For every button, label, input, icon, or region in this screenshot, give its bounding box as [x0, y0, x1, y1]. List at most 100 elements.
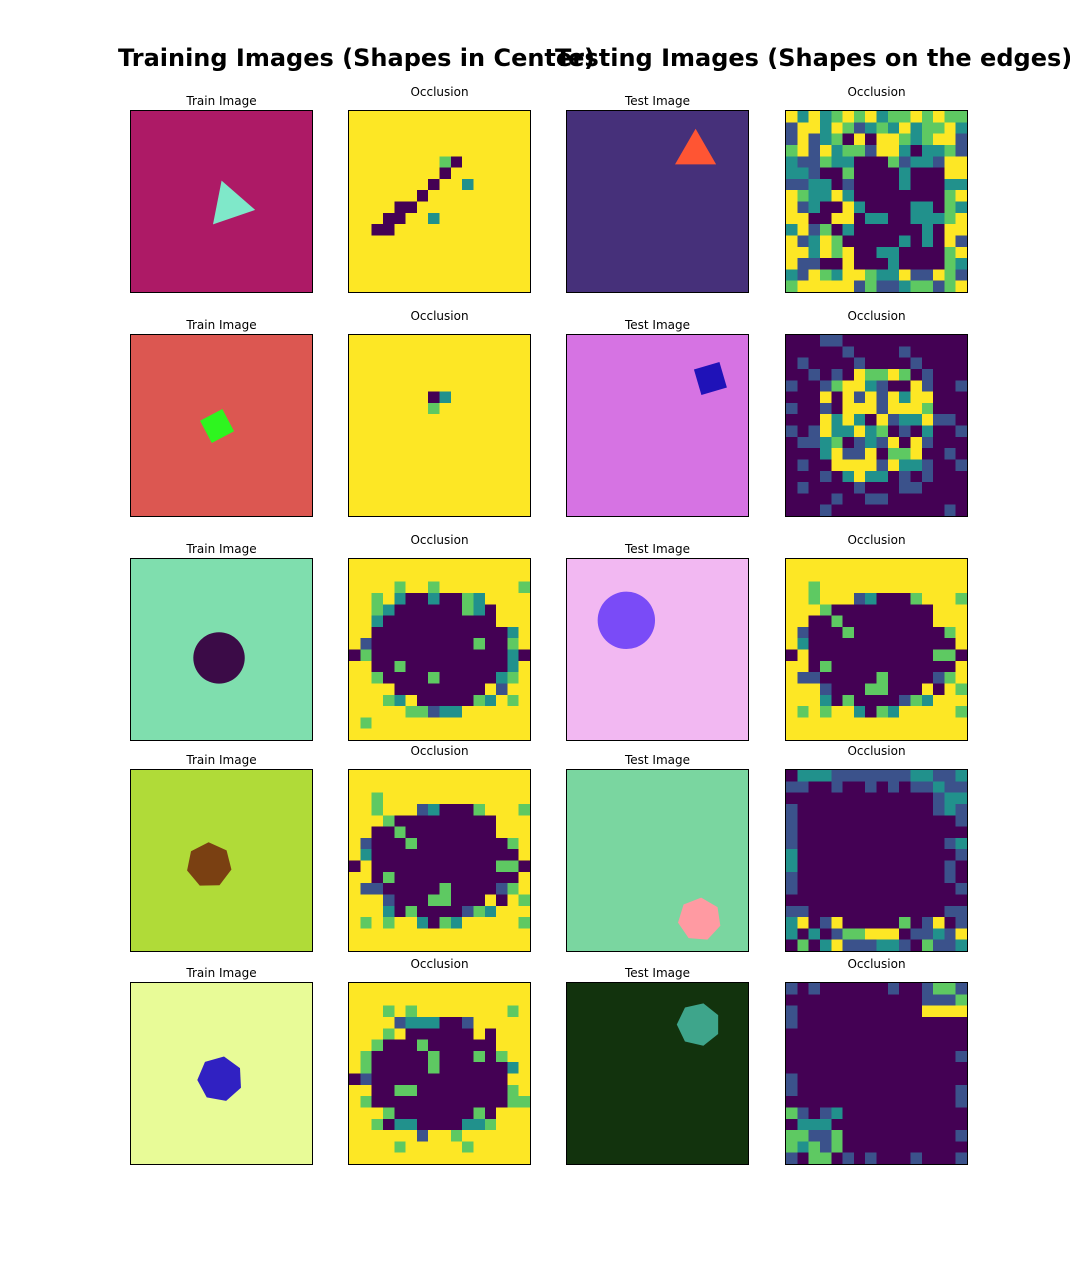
test-occlusion-5-cell: [786, 1084, 798, 1097]
train-occlusion-4-cell: [371, 860, 384, 873]
test-occlusion-4-cell: [876, 770, 889, 782]
test-occlusion-1-cell: [842, 190, 855, 202]
test-occlusion-3-cell: [910, 672, 923, 684]
test-occlusion-3-cell: [921, 717, 934, 730]
train-occlusion-4-cell: [382, 860, 395, 873]
train-occlusion-3-cell: [394, 615, 406, 628]
test-occlusion-3-cell: [876, 615, 889, 628]
test-occlusion-5-cell: [933, 1130, 945, 1142]
test-occlusion-2-cell: [808, 357, 821, 370]
train-occlusion-2-cell: [507, 402, 520, 415]
test-occlusion-1-cell: [910, 224, 923, 236]
train-occlusion-1-cell: [473, 190, 486, 202]
train-occlusion-2-cell: [360, 425, 373, 438]
train-occlusion-2-cell: [382, 425, 395, 438]
train-occlusion-2-cell: [382, 357, 395, 370]
test-occlusion-1-cell: [921, 246, 934, 259]
train-occlusion-1-cell: [416, 190, 429, 202]
train-occlusion-1-cell: [360, 235, 373, 248]
test-occlusion-3-cell: [933, 672, 945, 684]
test-occlusion-2-cell: [876, 482, 889, 494]
train-occlusion-1-cell: [394, 258, 406, 270]
train-occlusion-3-cell: [428, 706, 440, 718]
train-occlusion-3-cell: [450, 717, 463, 730]
train-occlusion-2-cell: [518, 459, 530, 472]
train-occlusion-2-cell: [416, 391, 429, 404]
test-occlusion-4-cell: [944, 894, 957, 907]
test-occlusion-1-cell: [921, 122, 934, 135]
test-occlusion-5-cell: [910, 1005, 923, 1018]
test-occlusion-1-cell: [921, 144, 934, 157]
test-occlusion-4-cell: [910, 917, 923, 929]
train-occlusion-5-cell: [496, 1073, 508, 1086]
train-occlusion-1-cell: [371, 224, 384, 236]
test-occlusion-2-cell: [955, 357, 967, 370]
train-occlusion-1-cell: [507, 258, 520, 270]
train-occlusion-2-cell: [507, 425, 520, 438]
test-occlusion-3-cell: [853, 638, 866, 650]
test-occlusion-5-cell: [819, 1073, 832, 1086]
train-occlusion-2-cell: [349, 335, 361, 347]
test-occlusion-1-cell: [853, 224, 866, 236]
test-occlusion-4-cell: [831, 883, 843, 895]
train-occlusion-3-cell: [507, 626, 520, 639]
train-occlusion-5-cell: [518, 1016, 530, 1029]
test-occlusion-2-cell: [842, 368, 855, 381]
test-occlusion-1-cell: [944, 122, 957, 135]
train-occlusion-5-cell: [518, 994, 530, 1007]
train-occlusion-5-cell: [462, 1028, 474, 1040]
test-occlusion-2-cell: [797, 368, 810, 381]
train-occlusion-4-cell: [382, 770, 395, 782]
train-occlusion-5-cell: [484, 994, 497, 1007]
train-occlusion-2-cell: [462, 335, 474, 347]
train-occlusion-4-cell: [394, 905, 406, 918]
test-occlusion-1-cell: [819, 201, 832, 214]
train-occlusion-2-cell: [507, 414, 520, 426]
test-occlusion-5-cell: [887, 1028, 900, 1040]
test-occlusion-4-cell: [831, 871, 843, 884]
train-occlusion-2-cell: [371, 448, 384, 460]
test-occlusion-5-cell: [819, 1130, 832, 1142]
train-occlusion-4-cell: [484, 905, 497, 918]
test-occlusion-5-cell: [831, 1016, 843, 1029]
train-occlusion-3-cell: [349, 706, 361, 718]
train-occlusion-5-cell: [473, 1141, 486, 1154]
test-occlusion-3-cell: [876, 626, 889, 639]
test-occlusion-5-cell: [944, 983, 957, 995]
test-occlusion-5-cell: [786, 1039, 798, 1052]
train-occlusion-1-cell: [405, 269, 418, 282]
train-occlusion-3-cell: [416, 581, 429, 594]
train-occlusion-4-cell: [496, 781, 508, 794]
test-occlusion-4-cell: [808, 883, 821, 895]
train-occlusion-2-cell: [394, 380, 406, 392]
test-occlusion-3-cell: [944, 694, 957, 707]
train-occlusion-2-cell: [507, 346, 520, 359]
test-occlusion-2-cell: [933, 470, 945, 483]
train-1-panel: [130, 110, 313, 293]
test-occlusion-1-cell: [786, 178, 798, 191]
train-occlusion-1-cell: [405, 178, 418, 191]
train-occlusion-2-cell: [484, 436, 497, 449]
train-occlusion-1-cell: [496, 246, 508, 259]
train-occlusion-2-cell: [473, 493, 486, 506]
train-occlusion-4-cell: [473, 837, 486, 850]
train-occlusion-1-cell: [360, 269, 373, 282]
test-occlusion-2-cell: [831, 504, 843, 516]
test-occlusion-5-cell: [876, 1005, 889, 1018]
train-occlusion-5-cell: [473, 1039, 486, 1052]
train-occlusion-1-cell: [518, 111, 530, 123]
test-occlusion-4-cell: [944, 917, 957, 929]
train-occlusion-2-cell: [484, 335, 497, 347]
test-occlusion-2-cell: [831, 459, 843, 472]
test-occlusion-3-cell: [876, 706, 889, 718]
train-occlusion-4-cell: [371, 939, 384, 951]
train-occlusion-5-cell: [416, 994, 429, 1007]
test-occlusion-5-cell: [865, 1107, 877, 1120]
test-occlusion-5-cell: [899, 1152, 911, 1164]
train-occlusion-1-cell: [462, 178, 474, 191]
train-occlusion-2-cell: [382, 346, 395, 359]
test-occlusion-3-cell: [853, 672, 866, 684]
test-occlusion-4-cell: [899, 939, 911, 951]
train-occlusion-2-cell: [405, 436, 418, 449]
train-occlusion-3-cell: [405, 683, 418, 696]
